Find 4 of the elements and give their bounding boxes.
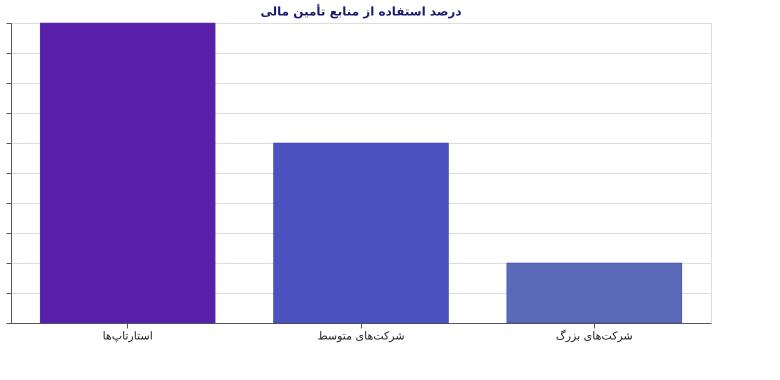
x-tick-label: شرکت‌های بزرگ (556, 330, 633, 342)
chart-title: درصد استفاده از منابع تأمین مالی (260, 4, 462, 18)
x-tick-label: استارتاپ‌ها (102, 330, 153, 342)
x-tick-label: شرکت‌های متوسط (317, 330, 405, 342)
